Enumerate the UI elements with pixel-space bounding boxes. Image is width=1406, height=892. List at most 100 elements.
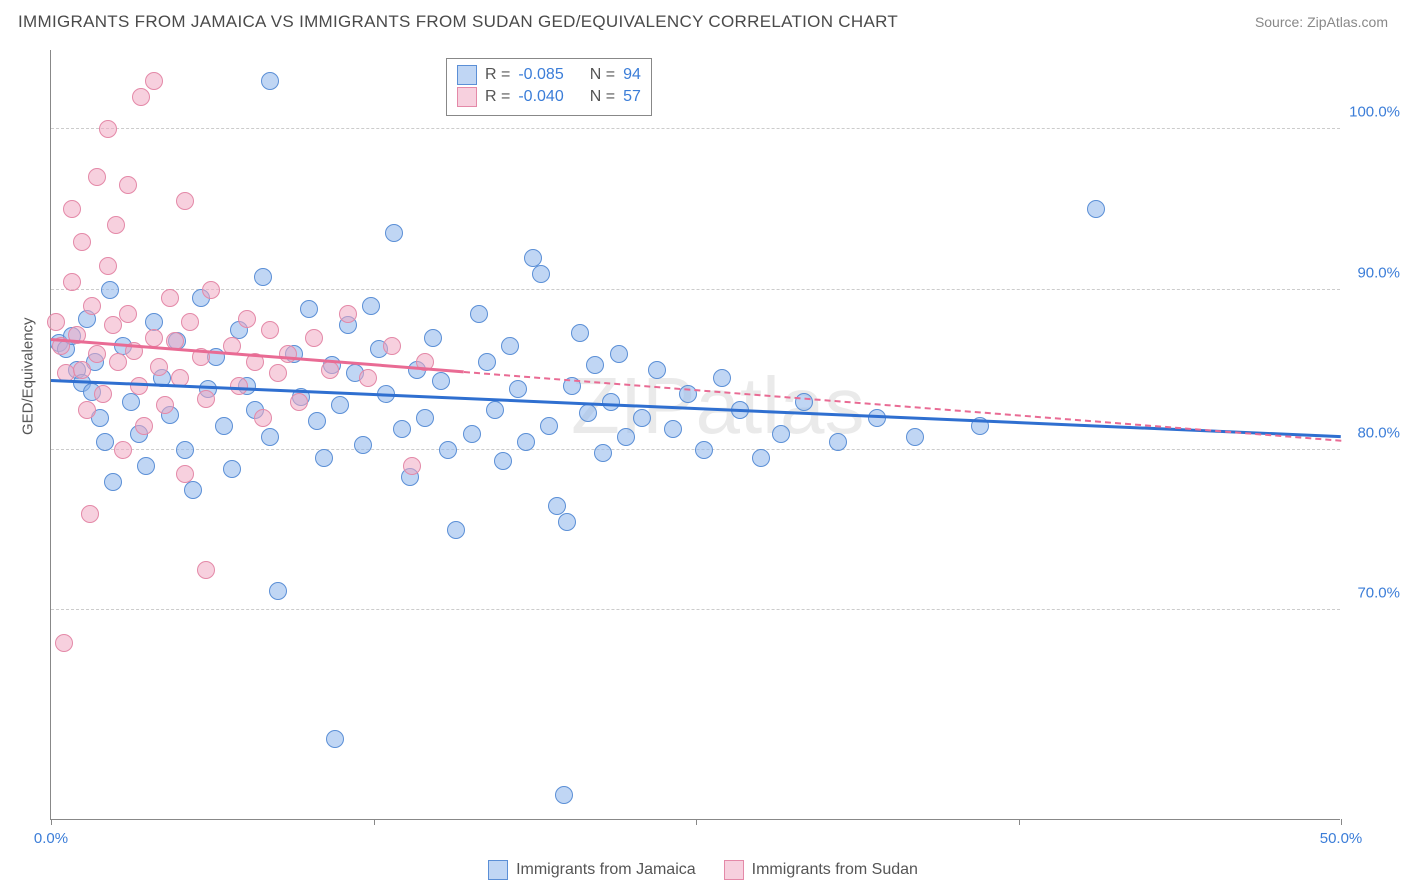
data-point: [215, 417, 233, 435]
legend-item: Immigrants from Jamaica: [488, 860, 696, 880]
x-tick: [696, 819, 697, 825]
data-point: [176, 465, 194, 483]
data-point: [81, 505, 99, 523]
data-point: [486, 401, 504, 419]
x-tick-label: 0.0%: [34, 830, 68, 847]
data-point: [321, 361, 339, 379]
data-point: [104, 473, 122, 491]
data-point: [463, 425, 481, 443]
data-point: [362, 297, 380, 315]
data-point: [633, 409, 651, 427]
x-tick: [374, 819, 375, 825]
data-point: [104, 316, 122, 334]
data-point: [135, 417, 153, 435]
data-point: [494, 452, 512, 470]
data-point: [83, 297, 101, 315]
legend-swatch: [724, 860, 744, 880]
data-point: [176, 192, 194, 210]
data-point: [63, 273, 81, 291]
data-point: [586, 356, 604, 374]
data-point: [73, 361, 91, 379]
data-point: [145, 72, 163, 90]
y-axis-title: GED/Equivalency: [20, 317, 37, 435]
data-point: [470, 305, 488, 323]
data-point: [96, 433, 114, 451]
y-tick-label: 80.0%: [1345, 425, 1400, 442]
data-point: [94, 385, 112, 403]
data-point: [197, 561, 215, 579]
data-point: [88, 345, 106, 363]
data-point: [339, 305, 357, 323]
data-point: [432, 372, 450, 390]
correlation-legend: R =-0.085N =94R =-0.040N =57: [446, 58, 652, 116]
series-legend: Immigrants from Jamaica Immigrants from S…: [0, 860, 1406, 880]
data-point: [359, 369, 377, 387]
data-point: [63, 200, 81, 218]
data-point: [308, 412, 326, 430]
data-point: [439, 441, 457, 459]
x-tick: [1019, 819, 1020, 825]
data-point: [829, 433, 847, 451]
data-point: [478, 353, 496, 371]
data-point: [238, 310, 256, 328]
data-point: [424, 329, 442, 347]
legend-row: R = -0.085 N = 94: [457, 65, 641, 85]
data-point: [176, 441, 194, 459]
data-point: [664, 420, 682, 438]
y-tick-label: 90.0%: [1345, 264, 1400, 281]
data-point: [107, 216, 125, 234]
data-point: [290, 393, 308, 411]
data-point: [99, 257, 117, 275]
data-point: [119, 305, 137, 323]
source-label: Source: ZipAtlas.com: [1255, 14, 1388, 30]
data-point: [114, 441, 132, 459]
y-tick-label: 100.0%: [1345, 104, 1400, 121]
r-label: R =: [485, 88, 510, 106]
n-value: 94: [623, 66, 641, 84]
data-point: [383, 337, 401, 355]
x-tick-label: 50.0%: [1320, 830, 1363, 847]
data-point: [315, 449, 333, 467]
data-point: [55, 634, 73, 652]
r-label: R =: [485, 66, 510, 84]
data-point: [447, 521, 465, 539]
data-point: [501, 337, 519, 355]
data-point: [122, 393, 140, 411]
data-point: [393, 420, 411, 438]
data-point: [354, 436, 372, 454]
gridline: [51, 128, 1340, 129]
trend-line: [51, 379, 1341, 438]
data-point: [254, 268, 272, 286]
data-point: [184, 481, 202, 499]
data-point: [300, 300, 318, 318]
legend-item: Immigrants from Sudan: [724, 860, 918, 880]
data-point: [230, 377, 248, 395]
data-point: [610, 345, 628, 363]
data-point: [161, 289, 179, 307]
data-point: [47, 313, 65, 331]
trend-line-dashed: [464, 371, 1341, 442]
data-point: [571, 324, 589, 342]
data-point: [269, 364, 287, 382]
data-point: [772, 425, 790, 443]
data-point: [279, 345, 297, 363]
data-point: [132, 88, 150, 106]
data-point: [73, 233, 91, 251]
data-point: [181, 313, 199, 331]
n-label: N =: [590, 66, 615, 84]
data-point: [509, 380, 527, 398]
r-value: -0.085: [518, 66, 563, 84]
data-point: [602, 393, 620, 411]
legend-swatch: [457, 65, 477, 85]
data-point: [648, 361, 666, 379]
data-point: [261, 428, 279, 446]
gridline: [51, 609, 1340, 610]
data-point: [385, 224, 403, 242]
r-value: -0.040: [518, 88, 563, 106]
legend-label: Immigrants from Sudan: [752, 861, 918, 879]
data-point: [269, 582, 287, 600]
x-tick: [51, 819, 52, 825]
data-point: [594, 444, 612, 462]
gridline: [51, 289, 1340, 290]
legend-swatch: [457, 87, 477, 107]
